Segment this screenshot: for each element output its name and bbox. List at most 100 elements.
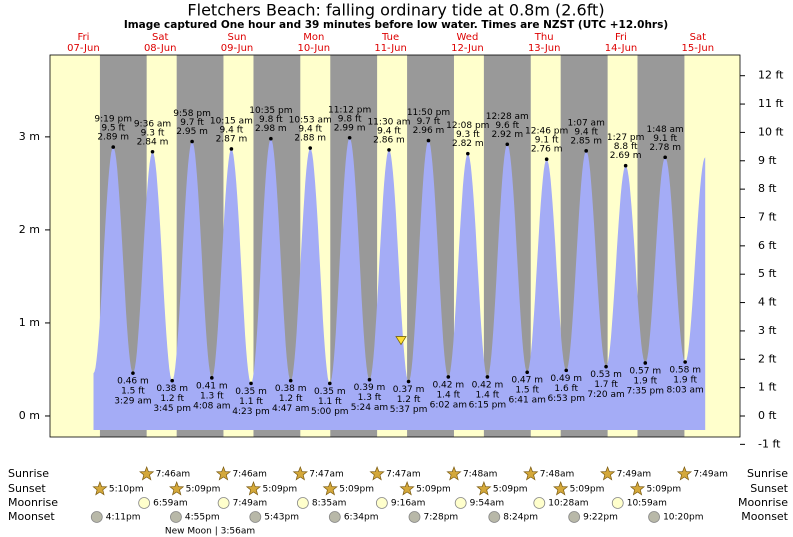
row-time: 5:43pm [264,513,299,523]
sun-icon [139,466,155,481]
extreme-dot [249,381,253,386]
extreme-label-ft: 9.4 ft [574,127,598,137]
row-time: 7:48am [540,470,575,480]
extreme-time: 11:30 am [367,117,410,127]
extreme-dot [406,379,411,384]
extreme-label-m: 0.57 m [629,366,661,376]
extreme-label-m: 2.84 m [137,137,169,147]
extreme-label-m: 2.78 m [649,143,681,153]
row-time: 4:55pm [185,513,220,523]
extreme-dot [210,376,214,380]
day-name: Wed [456,32,478,43]
extreme-dot [683,360,687,364]
sun-icon [600,466,616,481]
extreme-dot [111,145,116,149]
sun-icon [676,466,693,481]
extreme-label-m: 0.37 m [393,385,425,395]
extreme-label-ft: 1.1 ft [318,397,342,407]
extreme-dot [131,371,135,375]
row-time: 10:59am [627,499,667,509]
row-time: 7:46am [232,470,267,480]
moon-icon [249,511,262,523]
extreme-time: 7:35 pm [626,386,664,396]
row-time: 9:54am [470,499,505,509]
extreme-dot [190,139,194,144]
sun-icon [215,466,232,481]
extreme-label-m: 0.49 m [550,374,582,384]
day-date: 12-Jun [451,43,484,54]
extreme-dot [387,148,391,152]
sun-icon [92,481,108,496]
extreme-dot [426,138,431,143]
moon-icon [375,497,388,509]
sun-icon [245,481,262,496]
extreme-label-ft: 9.7 ft [417,117,441,127]
extreme-label-m: 2.87 m [216,134,248,144]
y2-tick-label: 8 ft [758,182,777,195]
row-time: 5:09pm [570,485,605,495]
row-time: 10:28am [548,499,588,509]
extreme-time: 11:12 pm [328,105,371,115]
extreme-time: 12:08 pm [446,121,489,131]
extreme-time: 5:24 am [351,403,388,413]
row-time: 7:47am [309,470,344,480]
y-tick-label: 3 m [19,130,40,143]
row-time: 7:49am [693,470,728,480]
extreme-time: 1:48 am [646,125,683,135]
extreme-label-ft: 1.7 ft [594,380,618,390]
extreme-label-ft: 1.4 ft [436,390,460,400]
day-date: 07-Jun [67,43,100,54]
extreme-label-ft: 1.1 ft [239,397,263,407]
extreme-time: 6:15 pm [469,400,507,410]
sun-icon [523,466,539,481]
day-date: 11-Jun [374,43,407,54]
extreme-dot [623,163,628,168]
moon-icon [328,511,341,523]
extreme-label-m: 2.76 m [531,145,563,155]
extreme-label-ft: 9.6 ft [495,121,519,131]
row-time: 8:24pm [503,513,538,523]
sun-icon [369,466,385,481]
moon-icon [170,511,182,523]
extreme-label-m: 2.85 m [570,136,602,146]
extreme-time: 5:00 pm [311,407,349,417]
extreme-dot [466,151,470,156]
sun-icon [629,481,646,496]
moon-icon [568,511,581,523]
row-time: 9:16am [391,499,426,509]
extreme-label-ft: 1.4 ft [476,390,500,400]
row-time: 5:09pm [493,485,528,495]
extreme-label-m: 2.69 m [610,151,642,161]
y2-tick-label: 6 ft [758,239,777,252]
day-name: Sat [690,32,706,43]
extreme-time: 3:29 am [114,397,151,407]
sun-icon [399,481,415,496]
extreme-label-ft: 1.2 ft [160,394,184,404]
day-date: 09-Jun [221,43,254,54]
y2-tick-label: 11 ft [758,97,784,110]
extreme-dot [229,147,234,151]
extreme-label-m: 2.86 m [373,135,405,145]
extreme-time: 12:28 am [486,112,529,122]
day-name: Fri [615,32,627,43]
extreme-label-m: 0.58 m [669,366,701,376]
chart-title: Fletchers Beach: falling ordinary tide a… [187,1,604,20]
extreme-label-ft: 9.1 ft [653,134,677,144]
extreme-label-m: 0.42 m [472,380,504,390]
extreme-time: 1:27 pm [607,133,645,143]
y2-tick-label: 5 ft [758,267,777,280]
extreme-label-m: 0.39 m [354,383,386,393]
extreme-label-ft: 9.8 ft [338,114,362,124]
extreme-label-ft: 9.3 ft [456,130,480,140]
extreme-dot [485,375,490,379]
extreme-label-m: 0.41 m [196,381,228,391]
extreme-time: 6:02 am [430,400,467,410]
extreme-label-m: 0.47 m [511,376,543,386]
extreme-label-ft: 8.8 ft [614,142,638,152]
day-name: Mon [303,32,324,43]
extreme-label-ft: 9.1 ft [535,136,559,146]
row-time: 7:28pm [423,513,458,523]
extreme-label-ft: 9.4 ft [377,126,401,136]
row-time: 7:48am [463,470,498,480]
